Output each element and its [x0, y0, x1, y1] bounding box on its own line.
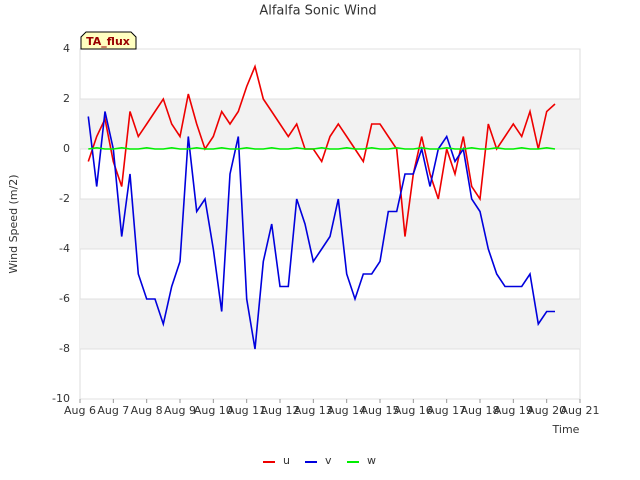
x-tick-label: Aug 7: [97, 404, 129, 417]
y-tick-label: -4: [59, 242, 70, 255]
y-tick-label: -6: [59, 292, 70, 305]
x-tick-label: Aug 10: [194, 404, 233, 417]
band: [80, 99, 580, 149]
x-tick-label: Aug 14: [327, 404, 366, 417]
legend-label: u: [283, 454, 290, 467]
y-axis-label: Wind Speed (m/2): [7, 174, 20, 273]
y-tick-label: -2: [59, 192, 70, 205]
x-tick-label: Aug 21: [561, 404, 600, 417]
x-tick-label: Aug 8: [131, 404, 163, 417]
x-tick-label: Aug 19: [494, 404, 533, 417]
x-tick-label: Aug 13: [294, 404, 333, 417]
annotation-box: [80, 31, 137, 50]
y-tick-label: 4: [63, 42, 70, 55]
chart-title: Alfalfa Sonic Wind: [259, 4, 376, 19]
y-tick-label: -8: [59, 342, 70, 355]
y-tick-label: -10: [52, 392, 70, 405]
x-tick-label: Aug 6: [64, 404, 96, 417]
y-tick-label: 0: [63, 142, 70, 155]
series-line: [87, 63, 556, 237]
legend-label: v: [325, 454, 332, 467]
x-tick-label: Aug 12: [261, 404, 300, 417]
x-tick-label: Aug 11: [227, 404, 266, 417]
x-tick-label: Aug 17: [427, 404, 466, 417]
x-tick-label: Aug 20: [527, 404, 566, 417]
series-line: [87, 111, 555, 350]
annotation-text: TA_flux: [86, 35, 130, 48]
x-tick-label: Aug 16: [394, 404, 433, 417]
x-tick-label: Aug 15: [361, 404, 400, 417]
x-axis-label: Time: [552, 423, 580, 436]
series-line: [88, 146, 556, 150]
annotation: TA_flux: [80, 31, 137, 50]
y-tick-label: 2: [63, 92, 70, 105]
legend-label: w: [367, 454, 376, 467]
band: [80, 199, 580, 249]
band: [80, 299, 580, 349]
x-tick-label: Aug 18: [461, 404, 500, 417]
x-tick-label: Aug 9: [164, 404, 196, 417]
